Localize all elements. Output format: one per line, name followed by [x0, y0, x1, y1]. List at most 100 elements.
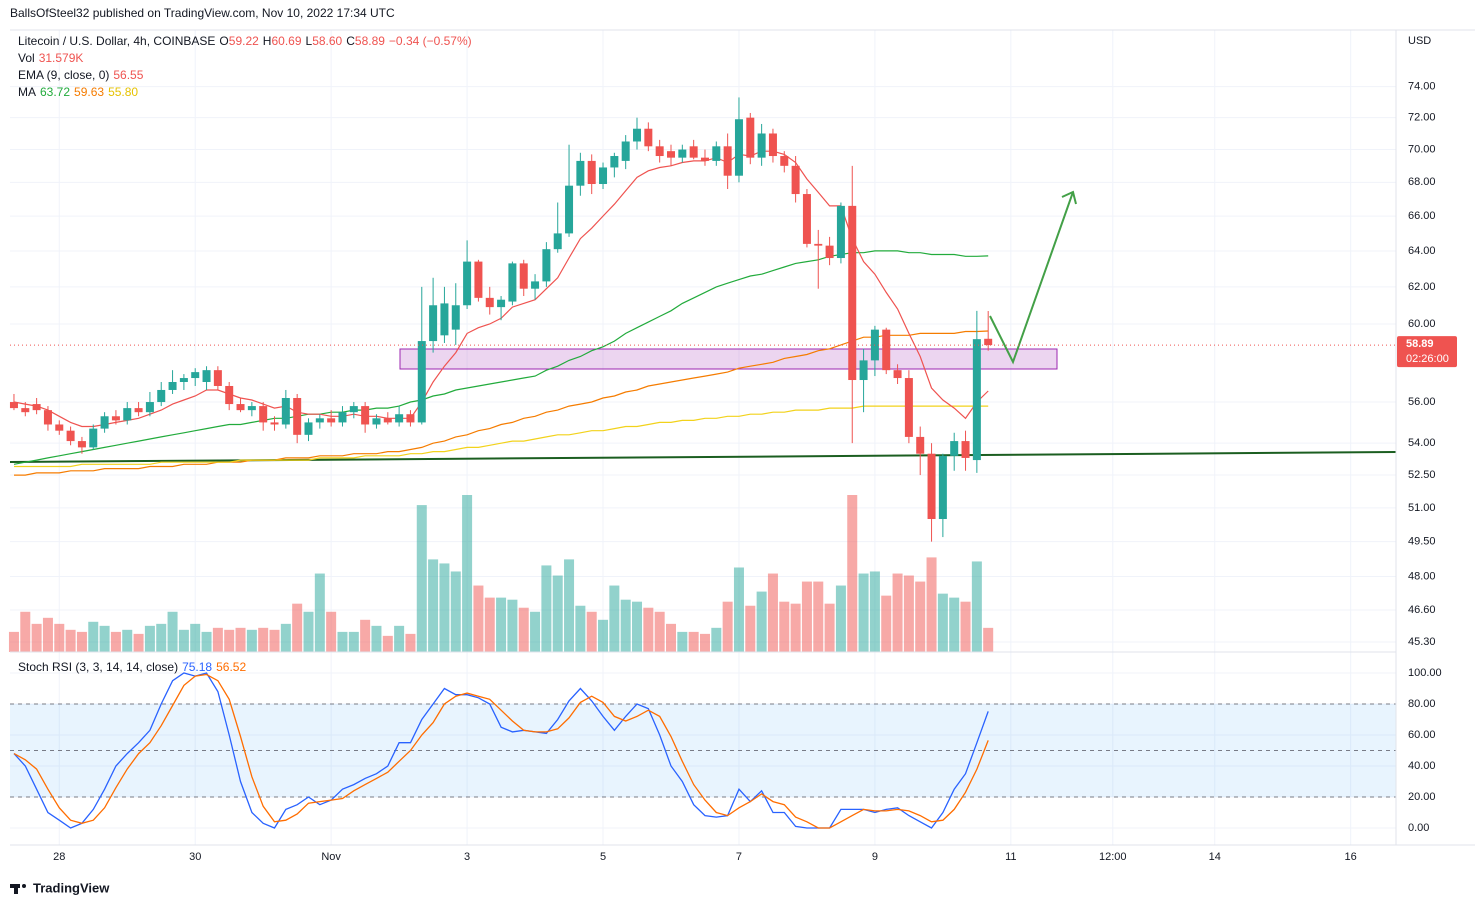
logo-icon [14, 884, 18, 894]
candle-body [21, 408, 30, 413]
legend-ema: EMA (9, close, 0) 56.55 [18, 68, 144, 82]
y-tick-label: 100.00 [1408, 667, 1442, 679]
y-tick-label: 72.00 [1408, 112, 1436, 124]
candle-body [463, 261, 472, 306]
legend-volume: Vol 31.579K [18, 51, 83, 65]
volume-bar [156, 623, 167, 652]
candle-body [236, 404, 245, 411]
candle-body [134, 408, 143, 413]
volume-bar [20, 611, 31, 652]
candle-body [961, 441, 970, 458]
y-tick-label: 51.00 [1408, 502, 1436, 514]
ma-label: MA [18, 85, 36, 99]
candle-body [644, 128, 653, 147]
candle-body [32, 404, 41, 411]
candle-body [508, 263, 517, 302]
candle-body [304, 422, 313, 435]
y-tick-label: 52.50 [1408, 469, 1436, 481]
candle-body [734, 119, 743, 176]
volume-bar [280, 623, 291, 652]
candle-body [893, 370, 902, 379]
candle-body [89, 428, 98, 448]
volume-bar [371, 625, 382, 652]
volume-bar [178, 629, 189, 652]
candle-body [531, 281, 540, 289]
candle-body [950, 441, 959, 456]
volume-bar [892, 573, 903, 652]
volume-bar [54, 623, 65, 652]
volume-bar [699, 633, 710, 652]
volume-bar [337, 631, 348, 652]
candle-body [191, 372, 200, 379]
candle-body [315, 418, 324, 423]
volume-bar [609, 585, 620, 652]
y-tick-label: 54.00 [1408, 437, 1436, 449]
axes-layer: 28 30 Nov 3 5 7 9 11 12:00 14 16 74.00 72.00 70.00 68.… [10, 81, 1457, 863]
ma-value: 63.72 [40, 85, 70, 99]
x-tick-label: 12:00 [1099, 851, 1127, 863]
volume-bar [212, 627, 223, 652]
candle-body [429, 305, 438, 342]
volume-bar [790, 603, 801, 652]
y-tick-label: 0.00 [1408, 822, 1429, 834]
volume-bar [971, 561, 982, 652]
volume-bar [507, 599, 518, 652]
volume-bar [824, 603, 835, 652]
volume-bar [382, 635, 393, 652]
volume-bar [575, 605, 586, 652]
y-tick-label: 40.00 [1408, 760, 1436, 772]
volume-bar [99, 625, 110, 652]
candle-body [746, 117, 755, 158]
candle-body [780, 156, 789, 166]
arrow-head [1061, 190, 1077, 205]
open-label: O [219, 34, 228, 48]
volume-bar [484, 597, 495, 652]
volume-bar [246, 629, 257, 652]
volume-bar [450, 571, 461, 652]
projection-arrow [989, 191, 1074, 365]
volume-bar [428, 559, 439, 652]
candle-body [213, 370, 222, 386]
volume-bar [643, 607, 654, 652]
volume-layer [8, 495, 994, 652]
volume-bar [269, 629, 280, 652]
volume-bar [665, 623, 676, 652]
candle-body [179, 378, 188, 383]
volume-bar [835, 585, 846, 652]
candle-body [610, 156, 619, 168]
volume-bar [632, 601, 643, 652]
volume-bar [745, 605, 756, 652]
x-tick-label: Nov [321, 851, 341, 863]
volume-bar [733, 567, 744, 652]
volume-bar [122, 629, 133, 652]
price-label-box [1397, 336, 1457, 368]
candle-body [553, 233, 562, 250]
stoch-label: Stoch RSI (3, 3, 14, 14, close) [18, 660, 178, 674]
legend-main: Litecoin / U.S. Dollar, 4h, COINBASE O59.… [18, 34, 472, 48]
volume-bar [598, 619, 609, 652]
candle-body [361, 406, 370, 425]
grid [10, 30, 1396, 845]
volume-bar [360, 619, 371, 652]
candle-body [712, 146, 721, 161]
legend-ma: MA 63.72 59.63 55.80 [18, 85, 138, 99]
ma-value: 55.80 [108, 85, 138, 99]
low-value: 58.60 [312, 34, 342, 48]
candle-body [848, 205, 857, 381]
x-tick-label: 5 [600, 851, 606, 863]
x-tick-label: 9 [872, 851, 878, 863]
candle-body [281, 397, 290, 425]
volume-bar [224, 629, 235, 652]
volume-bar [801, 581, 812, 652]
candle-body [723, 146, 732, 176]
currency-label: USD [1408, 35, 1431, 47]
volume-bar [937, 593, 948, 652]
candle-body [565, 185, 574, 234]
volume-bar [847, 495, 858, 652]
volume-bar [688, 631, 699, 652]
candle-body [938, 455, 947, 520]
y-tick-label: 70.00 [1408, 143, 1436, 155]
y-tick-label: 49.50 [1408, 536, 1436, 548]
volume-bar [65, 629, 76, 652]
